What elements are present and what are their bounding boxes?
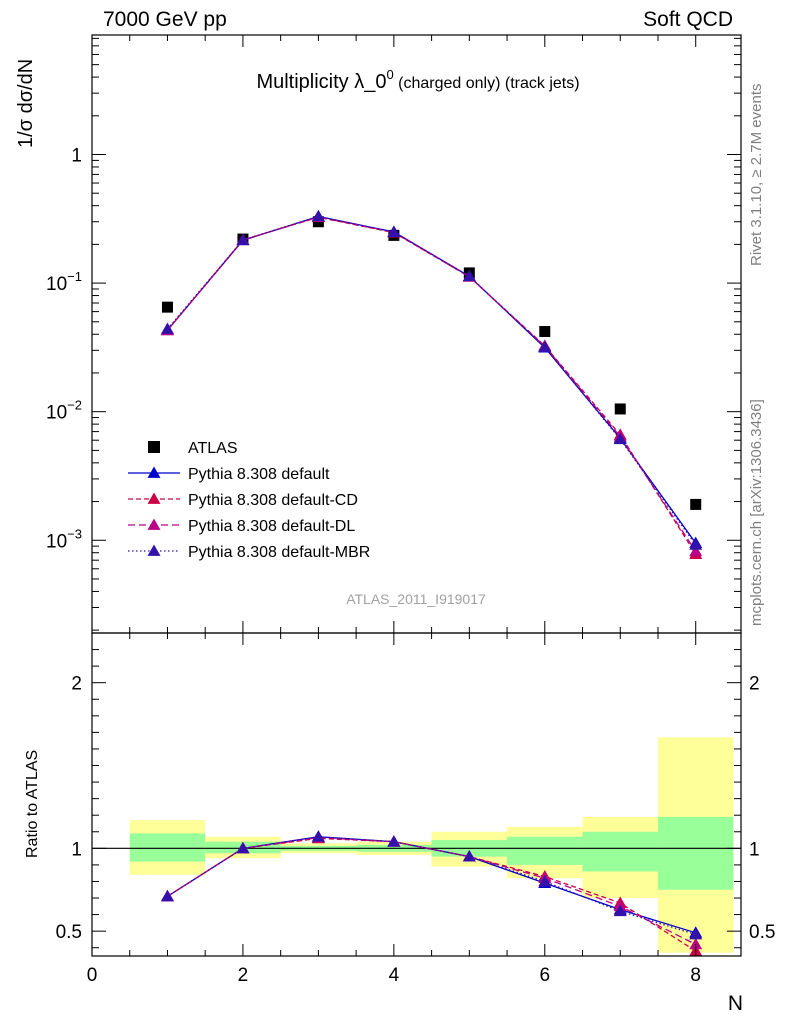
series-marker — [236, 233, 250, 245]
ratio-line — [167, 836, 697, 945]
data-point-atlas — [614, 403, 626, 415]
series-layer — [160, 209, 703, 956]
ratio-band-inner — [582, 831, 658, 872]
y-tick-label: 2 — [71, 674, 82, 695]
series-marker — [538, 340, 552, 352]
ratio-marker — [538, 874, 552, 887]
header-right: Soft QCD — [643, 8, 733, 31]
series-marker — [311, 209, 325, 222]
series-marker — [160, 322, 174, 334]
series-marker — [689, 544, 703, 557]
ratio-band-inner — [129, 833, 206, 862]
text-layer: 0 2 4 6 8 N 1 10−1 10−2 10−3 1/σ dσ/dN 0.5 0.5 1 1 2 2 Ra… — [15, 59, 775, 1015]
series-line — [166, 215, 697, 546]
data-point-atlas — [161, 301, 173, 313]
y-tick-label: 10−2 — [46, 398, 82, 424]
x-tick-label: 4 — [389, 965, 400, 986]
ratio-marker — [311, 830, 325, 842]
data-point-atlas — [539, 326, 551, 338]
legend-label: Pythia 8.308 default-CD — [188, 492, 358, 509]
legend-label: Pythia 8.308 default-DL — [188, 518, 355, 535]
ratio-marker — [236, 841, 250, 854]
data-point-atlas — [690, 498, 702, 510]
y-tick-label-right: 0.5 — [749, 922, 775, 943]
legend-label: Pythia 8.308 default — [188, 466, 330, 483]
x-tick-label: 0 — [87, 965, 98, 986]
legend-marker — [147, 544, 161, 556]
y-tick-label: 10−3 — [46, 526, 82, 552]
x-axis-label: N — [728, 992, 743, 1015]
y-axis-label-top: 1/σ dσ/dN — [15, 59, 37, 148]
legend-marker — [147, 466, 161, 478]
legend-marker-atlas — [148, 441, 160, 453]
y-tick-label: 0.5 — [56, 922, 82, 943]
x-tick-label: 8 — [690, 965, 701, 986]
y-tick-label: 1 — [71, 839, 82, 860]
ratio-marker — [689, 927, 703, 940]
chart-title: Multiplicity λ_00 (charged only) (track … — [256, 67, 579, 93]
series-marker — [462, 269, 476, 282]
ratio-marker — [689, 937, 703, 950]
y-tick-label: 10−1 — [46, 269, 82, 295]
y-axis-label-bottom: Ratio to ATLAS — [24, 750, 41, 858]
legend-marker — [147, 518, 161, 530]
series-line — [166, 216, 697, 552]
ratio-marker — [160, 889, 174, 902]
ratio-band-inner — [507, 836, 583, 865]
bottom-panel-frame — [91, 632, 742, 957]
ratio-marker — [387, 835, 401, 847]
series-marker — [689, 538, 703, 550]
x-tick-label: 6 — [540, 965, 551, 986]
analysis-watermark: ATLAS_2011_I919017 — [346, 591, 486, 607]
x-tick-label: 2 — [238, 965, 249, 986]
ratio-marker — [613, 904, 627, 917]
y-tick-label-right: 1 — [749, 839, 760, 860]
y-tick-label-right: 2 — [749, 674, 760, 695]
legend-label: Pythia 8.308 default-MBR — [188, 544, 370, 561]
ratio-marker — [462, 850, 476, 862]
y-tick-label: 1 — [71, 146, 82, 167]
legend-layer: ATLAS Pythia 8.308 default Pythia 8.308 de… — [128, 440, 370, 561]
ratio-band-inner — [657, 816, 734, 890]
series-line — [166, 216, 697, 555]
axes-layer — [91, 34, 742, 957]
legend-marker — [147, 492, 161, 504]
legend-label-atlas: ATLAS — [188, 440, 238, 457]
ratio-line — [167, 836, 696, 936]
ratio-bands-layer — [129, 737, 734, 953]
header-left: 7000 GeV pp — [103, 8, 227, 31]
series-marker — [613, 432, 627, 445]
series-marker — [387, 225, 401, 238]
